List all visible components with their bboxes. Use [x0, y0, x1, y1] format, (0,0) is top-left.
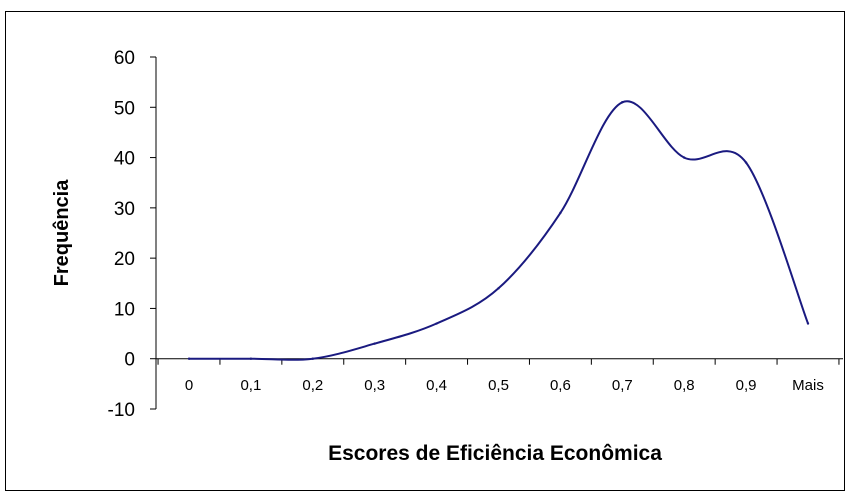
- x-tick-label: 0,9: [736, 377, 757, 394]
- y-tick-label: 40: [114, 149, 135, 170]
- x-tick-label: 0,1: [240, 377, 261, 394]
- data-point: [806, 322, 810, 325]
- x-tick-label: 0,5: [488, 377, 509, 394]
- x-tick-label: 0,2: [302, 377, 323, 394]
- y-tick-label: 10: [114, 299, 135, 320]
- y-axis-label: Frequência: [51, 179, 73, 287]
- data-point: [311, 357, 314, 360]
- data-point: [497, 287, 500, 290]
- data-point: [683, 156, 686, 159]
- data-point: [435, 322, 438, 325]
- y-tick-label: 50: [114, 98, 135, 119]
- y-tick-label: 20: [114, 249, 135, 270]
- data-point: [187, 357, 191, 360]
- y-tick-label: 0: [124, 350, 135, 371]
- data-point: [744, 161, 748, 164]
- data-point: [249, 357, 253, 360]
- x-tick-label: 0: [185, 377, 193, 394]
- x-tick-label: 0,3: [364, 377, 385, 394]
- x-tick-label: Mais: [792, 377, 824, 394]
- y-tick-label: -10: [108, 400, 135, 421]
- x-tick-label: 0,4: [426, 377, 447, 394]
- x-tick-label: 0,7: [612, 377, 633, 394]
- y-tick-label: 30: [114, 199, 135, 220]
- x-axis-label: Escores de Eficiência Econômica: [328, 442, 662, 465]
- series-group: [187, 100, 810, 361]
- data-point: [621, 101, 624, 104]
- data-point: [559, 211, 562, 215]
- y-tick-label: 60: [114, 48, 135, 69]
- series-line: [189, 100, 809, 361]
- chart-frame: [5, 11, 845, 491]
- x-tick-label: 0,6: [550, 377, 571, 394]
- y-axis: 60 50 40 30 20 10 0 -10: [108, 48, 157, 421]
- x-axis: 0 0,1 0,2 0,3 0,4 0,5 0,6 0,7 0,8 0,9 Mais: [156, 358, 843, 394]
- data-point: [373, 342, 376, 345]
- x-tick-label: 0,8: [674, 377, 695, 394]
